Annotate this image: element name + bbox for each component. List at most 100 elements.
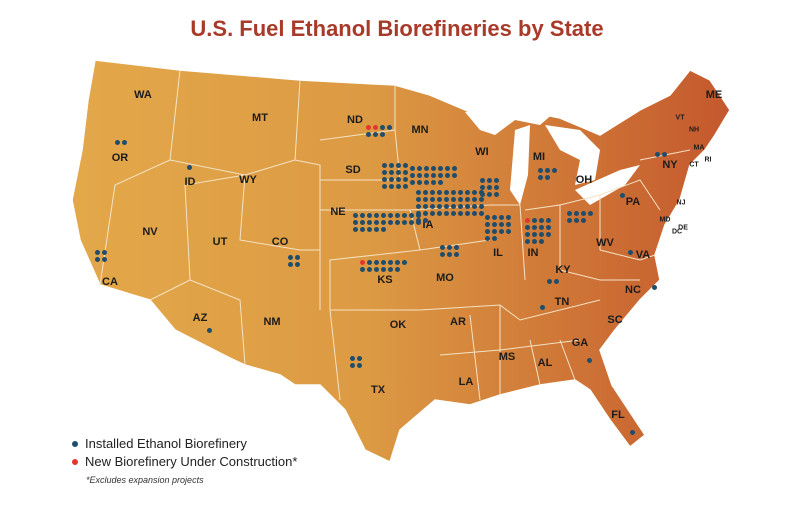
installed-biorefinery-dot xyxy=(382,184,387,189)
installed-biorefinery-dot xyxy=(532,239,537,244)
installed-biorefinery-dot xyxy=(395,220,400,225)
installed-biorefinery-dot xyxy=(360,267,365,272)
legend-label: New Biorefinery Under Construction* xyxy=(85,454,298,469)
installed-biorefinery-dot xyxy=(380,132,385,137)
biorefinery-cluster-id xyxy=(187,165,194,170)
state-label-wv: WV xyxy=(596,237,614,249)
installed-biorefinery-dot xyxy=(652,285,657,290)
state-label-ut: UT xyxy=(212,236,228,248)
installed-biorefinery-dot xyxy=(485,215,490,220)
state-label-ga: GA xyxy=(571,337,589,349)
installed-biorefinery-dot xyxy=(366,132,371,137)
installed-biorefinery-dot xyxy=(396,163,401,168)
installed-biorefinery-dot xyxy=(494,185,499,190)
installed-biorefinery-dot xyxy=(373,132,378,137)
installed-biorefinery-dot xyxy=(445,166,450,171)
installed-biorefinery-dot xyxy=(480,185,485,190)
installed-biorefinery-dot xyxy=(423,197,428,202)
installed-biorefinery-dot xyxy=(538,175,543,180)
installed-biorefinery-dot xyxy=(288,255,293,260)
installed-biorefinery-dot xyxy=(350,363,355,368)
installed-biorefinery-dot xyxy=(396,170,401,175)
state-label-la: LA xyxy=(458,376,474,388)
installed-biorefinery-dot xyxy=(430,204,435,209)
installed-biorefinery-dot xyxy=(438,166,443,171)
installed-biorefinery-dot xyxy=(374,227,379,232)
biorefinery-cluster-tn xyxy=(540,305,547,310)
installed-biorefinery-dot xyxy=(465,204,470,209)
installed-biorefinery-dot xyxy=(546,232,551,237)
installed-biorefinery-dot xyxy=(374,267,379,272)
installed-biorefinery-dot xyxy=(458,197,463,202)
biorefinery-cluster-pa xyxy=(620,193,627,198)
installed-biorefinery-dot xyxy=(487,192,492,197)
installed-biorefinery-dot xyxy=(437,211,442,216)
state-label-id: ID xyxy=(184,176,196,188)
biorefinery-cluster-in xyxy=(525,218,553,244)
new-biorefinery-dot xyxy=(525,218,530,223)
installed-biorefinery-dot xyxy=(492,222,497,227)
installed-biorefinery-dot xyxy=(444,190,449,195)
installed-biorefinery-dot xyxy=(438,180,443,185)
installed-biorefinery-dot xyxy=(403,163,408,168)
installed-biorefinery-dot xyxy=(506,215,511,220)
state-label-me: ME xyxy=(705,89,723,101)
map-title: U.S. Fuel Ethanol Biorefineries by State xyxy=(190,16,604,41)
installed-biorefinery-dot xyxy=(458,190,463,195)
new-biorefinery-dot xyxy=(366,125,371,130)
installed-biorefinery-dot xyxy=(494,192,499,197)
new-biorefinery-dot xyxy=(360,260,365,265)
state-label-mi: MI xyxy=(532,151,546,163)
installed-biorefinery-dot xyxy=(367,227,372,232)
installed-biorefinery-dot xyxy=(423,211,428,216)
installed-biorefinery-dot xyxy=(417,173,422,178)
biorefinery-cluster-sd xyxy=(382,163,410,189)
installed-biorefinery-dot xyxy=(538,168,543,173)
state-label-co: CO xyxy=(271,236,289,248)
installed-biorefinery-dot xyxy=(374,260,379,265)
state-label-vt: VT xyxy=(675,114,685,122)
installed-biorefinery-dot xyxy=(367,220,372,225)
installed-biorefinery-dot xyxy=(662,152,667,157)
installed-biorefinery-dot xyxy=(437,204,442,209)
installed-biorefinery-dot xyxy=(295,255,300,260)
installed-biorefinery-dot xyxy=(574,218,579,223)
installed-biorefinery-dot xyxy=(451,197,456,202)
installed-biorefinery-dot xyxy=(353,220,358,225)
biorefinery-cluster-fl xyxy=(630,430,637,435)
state-label-oh: OH xyxy=(575,174,593,186)
installed-biorefinery-dot xyxy=(447,245,452,250)
state-label-fl: FL xyxy=(611,409,625,421)
installed-biorefinery-dot xyxy=(525,232,530,237)
installed-biorefinery-dot xyxy=(409,213,414,218)
installed-biorefinery-dot xyxy=(479,197,484,202)
installed-biorefinery-dot xyxy=(102,257,107,262)
installed-biorefinery-dot xyxy=(552,168,557,173)
installed-biorefinery-dot xyxy=(430,211,435,216)
installed-biorefinery-dot xyxy=(485,236,490,241)
installed-biorefinery-dot xyxy=(396,177,401,182)
biorefinery-cluster-ks xyxy=(360,260,409,272)
legend-label: Installed Ethanol Biorefinery xyxy=(85,436,247,451)
installed-biorefinery-dot xyxy=(437,197,442,202)
installed-biorefinery-dot xyxy=(465,197,470,202)
installed-biorefinery-dot xyxy=(487,178,492,183)
installed-biorefinery-dot xyxy=(402,260,407,265)
installed-biorefinery-dot xyxy=(458,204,463,209)
installed-biorefinery-dot xyxy=(447,252,452,257)
state-label-va: VA xyxy=(635,249,651,261)
installed-biorefinery-dot xyxy=(381,267,386,272)
installed-biorefinery-dot xyxy=(102,250,107,255)
installed-biorefinery-dot xyxy=(416,197,421,202)
state-label-ne: NE xyxy=(330,206,346,218)
state-label-ks: KS xyxy=(377,274,393,286)
state-label-wa: WA xyxy=(134,89,152,101)
installed-biorefinery-dot xyxy=(545,168,550,173)
biorefinery-cluster-nd xyxy=(366,125,394,137)
biorefinery-cluster-tx xyxy=(350,356,364,368)
installed-biorefinery-dot xyxy=(546,218,551,223)
installed-biorefinery-dot xyxy=(424,180,429,185)
installed-biorefinery-dot xyxy=(581,211,586,216)
installed-biorefinery-dot xyxy=(525,225,530,230)
installed-biorefinery-dot xyxy=(410,173,415,178)
